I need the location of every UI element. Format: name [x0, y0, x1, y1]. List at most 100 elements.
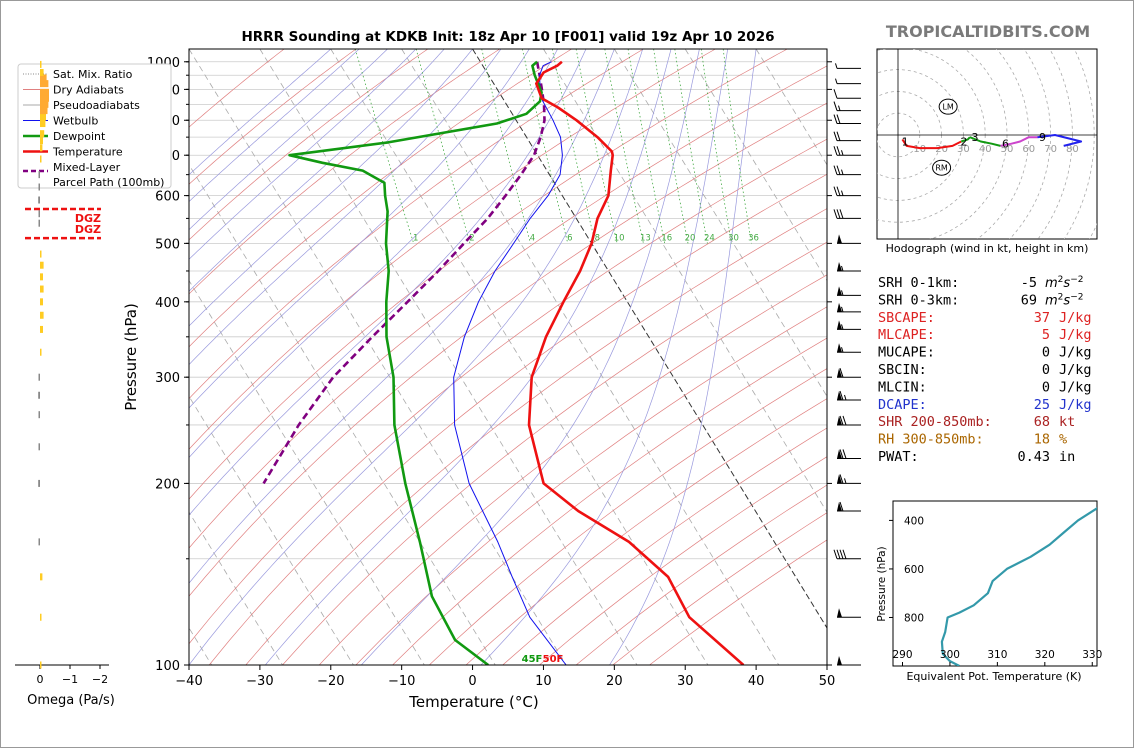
omega-bar	[39, 210, 41, 217]
hodo-height-label: 1	[902, 136, 909, 149]
wind-barb	[837, 320, 861, 329]
barb-half	[836, 79, 838, 84]
wind-barb	[836, 63, 862, 68]
mixing-ratio-label: 13	[640, 233, 651, 243]
omega-bar	[40, 144, 42, 151]
omega-bar	[40, 137, 43, 144]
barb-flag	[837, 656, 842, 665]
barb-half	[836, 63, 838, 68]
omega-tick-label: −1	[62, 673, 78, 686]
y-tick-label: 400	[155, 296, 180, 311]
y-tick-label: 200	[155, 477, 180, 492]
omega-bar	[40, 286, 44, 293]
theta-x-tick-label: 320	[1035, 649, 1055, 661]
mixing-ratio-line	[482, 49, 531, 243]
barb-full	[837, 209, 840, 218]
omega-bar	[39, 374, 41, 381]
stat-label: PWAT:	[878, 449, 919, 465]
hodo-height-label: 6	[1002, 138, 1009, 151]
omega-bar	[40, 262, 44, 269]
y-tick-label: 500	[155, 237, 180, 252]
wind-barb	[837, 656, 861, 665]
stat-value: 37	[1034, 310, 1050, 326]
stat-label: SHR 200-850mb:	[878, 414, 992, 430]
dewpoint-line	[290, 62, 542, 665]
surface-temperature-label: 50F	[543, 654, 564, 665]
barb-flag	[837, 608, 842, 617]
omega-bar	[40, 95, 49, 102]
theta-e-xlabel: Equivalent Pot. Temperature (K)	[906, 670, 1081, 683]
legend-label: Parcel Path (100mb)	[53, 176, 164, 189]
stat-label: MLCAPE:	[878, 327, 935, 343]
isotherm-line	[260, 49, 637, 665]
barb-full	[837, 166, 840, 175]
stat-value: -5	[1021, 275, 1037, 291]
omega-bar	[40, 101, 48, 108]
mixing-ratio-label: 30	[728, 233, 739, 243]
hodo-ring-label: 20	[935, 144, 948, 155]
wind-barb	[834, 550, 861, 559]
skewt-plot-frame	[189, 49, 827, 665]
temperature-line	[529, 62, 743, 665]
skewt-axes: −40−30−20−100102030405010009008007006005…	[147, 49, 835, 689]
barb-full	[834, 146, 837, 155]
omega-bar	[40, 113, 46, 120]
omega-bar	[38, 480, 40, 487]
isotherm-line	[118, 49, 495, 665]
pseudoadiabat	[128, 49, 615, 665]
omega-bar	[39, 538, 41, 545]
stat-unit: kt	[1059, 414, 1075, 430]
mixing-ratio-label: 20	[685, 233, 696, 243]
x-tick-label: 40	[748, 674, 765, 689]
pseudoadiabat	[481, 49, 728, 665]
stat-unit: J/kg	[1059, 397, 1092, 413]
x-tick-label: 20	[606, 674, 623, 689]
mixing-ratio-line	[628, 49, 665, 243]
skewt-ylabel: Pressure (hPa)	[122, 303, 140, 411]
omega-bar	[39, 411, 41, 418]
barb-full	[843, 550, 846, 559]
stat-label: SBCIN:	[878, 362, 927, 378]
barb-full	[834, 89, 837, 98]
dgz-label: DGZ	[75, 212, 101, 225]
barb-full	[843, 416, 846, 425]
stat-unit: J/kg	[1059, 327, 1092, 343]
hodo-height-label: 3	[971, 131, 978, 144]
wind-barb	[834, 187, 861, 196]
barb-full	[834, 209, 837, 218]
skewt-series	[264, 62, 744, 665]
wind-barb	[837, 343, 861, 352]
hodo-ring-label: 10	[913, 144, 926, 155]
barb-half	[842, 150, 844, 155]
x-tick-label: −10	[388, 674, 415, 689]
wind-barb	[837, 262, 861, 271]
omega-bar	[40, 89, 49, 96]
stat-value: 0.43	[1017, 449, 1050, 465]
mixing-ratio-label: 6	[567, 233, 572, 243]
omega-bar	[40, 120, 45, 127]
x-tick-label: 0	[468, 674, 476, 689]
dgz-label: DGZ	[75, 223, 101, 236]
mixing-ratio-line	[576, 49, 617, 243]
omega-bar	[40, 130, 44, 137]
mixed-layer-parcel-path-100mb-line	[264, 62, 545, 484]
stat-unit: m2s−2	[1045, 292, 1083, 308]
wind-barb	[834, 89, 861, 98]
wind-barb	[837, 368, 861, 377]
mixing-ratio-label: 24	[704, 233, 715, 243]
wind-barb	[834, 115, 861, 124]
surface-dewpoint-label: 45F	[522, 654, 543, 665]
legend-label: Pseudoadiabats	[53, 99, 140, 112]
mixing-ratio-label: 36	[748, 233, 759, 243]
mixing-ratio-line	[675, 49, 708, 243]
legend-label: Dry Adiabats	[53, 84, 124, 97]
wind-barb	[837, 608, 861, 617]
stat-value: 18	[1034, 432, 1050, 448]
chart-title: HRRR Sounding at KDKB Init: 18z Apr 10 […	[241, 29, 774, 45]
stat-value: 0	[1042, 345, 1050, 361]
barb-full	[837, 115, 840, 124]
theta-y-tick-label: 800	[904, 612, 924, 624]
wind-barb	[837, 449, 861, 458]
barb-full	[834, 132, 837, 141]
